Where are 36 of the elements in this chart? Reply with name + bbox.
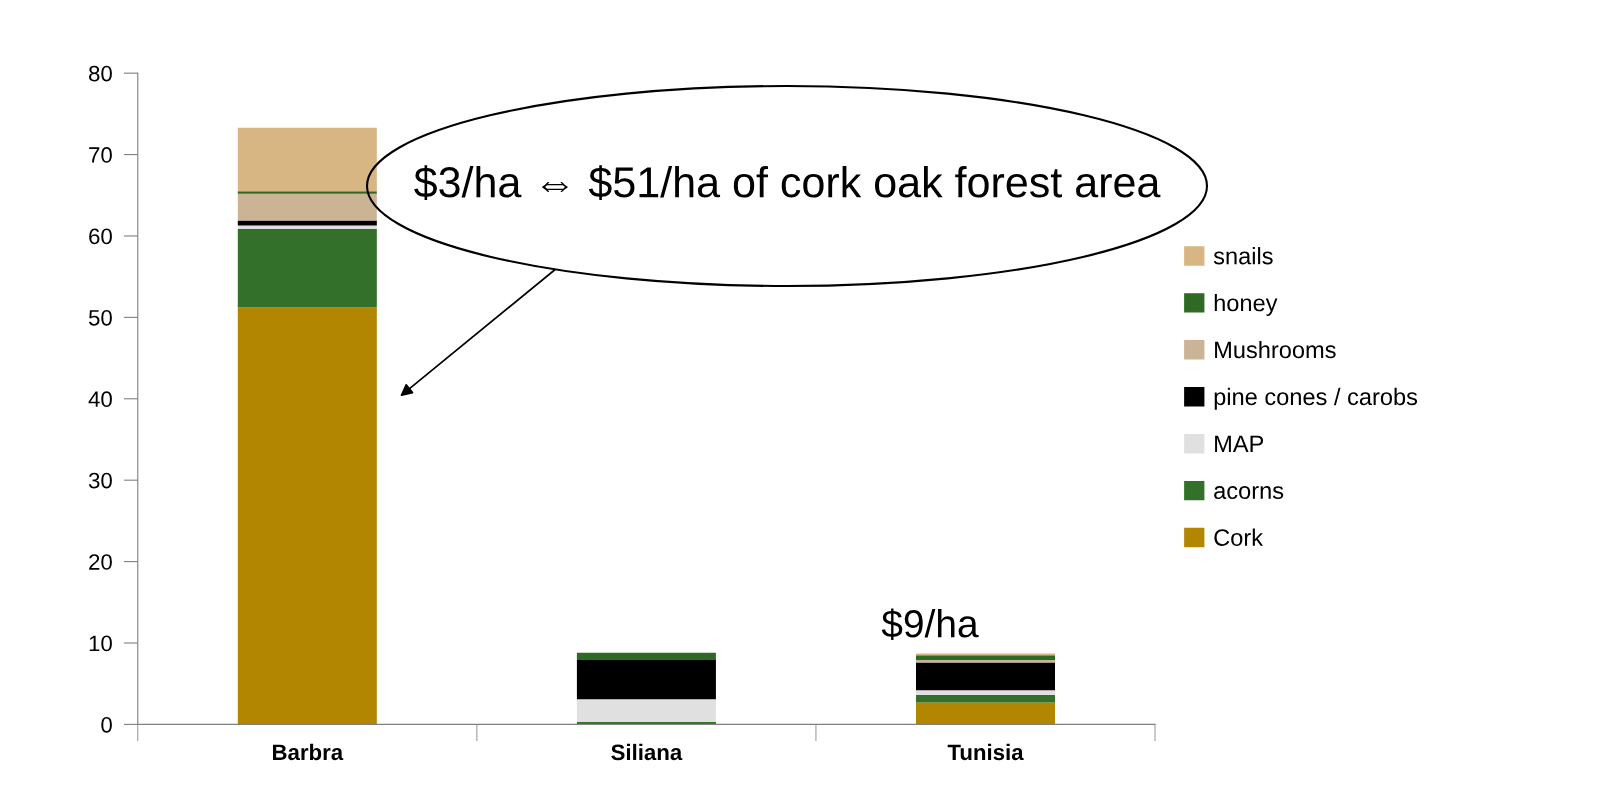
legend-label: honey	[1214, 293, 1278, 316]
y-tick-label: 60	[89, 228, 112, 245]
y-tick-label: 20	[89, 554, 112, 570]
bar	[237, 191, 377, 194]
bar	[576, 652, 716, 661]
bar	[915, 662, 1056, 691]
bar	[237, 225, 377, 229]
legend-label: acorns	[1214, 486, 1284, 500]
annotation: $9/ha	[881, 608, 979, 640]
bar	[915, 690, 1056, 696]
bar	[237, 127, 377, 192]
bar	[237, 307, 377, 725]
bar	[237, 193, 377, 221]
x-tick-label: Siliana	[611, 743, 683, 761]
y-tick-label: 80	[89, 65, 112, 82]
y-tick-label: 0	[101, 716, 112, 733]
bar	[915, 702, 1056, 725]
bar	[576, 699, 716, 722]
bar	[576, 660, 716, 700]
x-tick-label: Tunisia	[947, 743, 1024, 761]
bar	[915, 660, 1056, 663]
y-tick-label: 30	[88, 472, 112, 489]
bar	[915, 695, 1056, 703]
annotation: $3/ha ⇔ $51/ha of cork oak forest area	[414, 165, 1161, 201]
legend-label: MAP	[1215, 435, 1264, 452]
legend-label: pine cones / carobs	[1214, 387, 1418, 410]
x-tick-label: Barbra	[272, 743, 344, 761]
y-tick-label: 40	[88, 391, 112, 408]
y-tick-label: 10	[89, 635, 112, 652]
y-tick-label: 70	[89, 147, 112, 163]
legend-label: Cork	[1214, 528, 1264, 546]
y-tick-label: 50	[88, 309, 112, 326]
bar	[915, 655, 1056, 661]
legend-label: Mushrooms	[1215, 340, 1336, 359]
bar	[237, 228, 377, 308]
legend-label: snails	[1213, 247, 1273, 265]
